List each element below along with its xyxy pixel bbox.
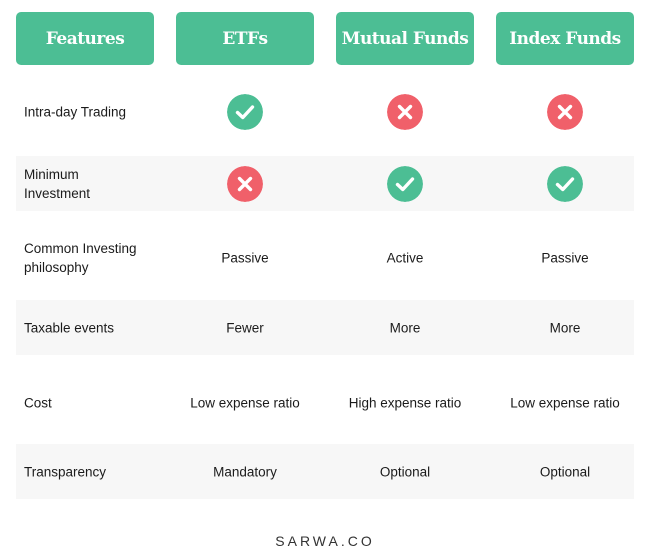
header-index-funds: Index Funds [496, 12, 634, 65]
cell-value: Active [386, 250, 424, 266]
cell-value: Fewer [226, 320, 264, 335]
cross-icon [227, 165, 263, 202]
table-cell: Fewer [176, 320, 314, 335]
header-features: Features [16, 12, 154, 65]
table-cell [176, 165, 314, 202]
row-label: Cost [24, 395, 52, 411]
cross-icon [547, 94, 583, 130]
table-cell [336, 94, 474, 130]
header-mutual-funds: Mutual Funds [336, 12, 474, 65]
table-row: Transparency Mandatory Optional Optional [16, 444, 634, 499]
cross-icon [387, 94, 423, 130]
cell-value: Optional [539, 464, 591, 479]
table-cell: Optional [336, 464, 474, 479]
table-cell [336, 165, 474, 202]
cell-value: Low expense ratio [510, 395, 620, 411]
table-cell: High expense ratio [336, 396, 474, 411]
check-icon [387, 165, 423, 202]
table-cell: Active [336, 251, 474, 266]
table-cell [496, 94, 634, 130]
footer-brand: SARWA.CO [275, 533, 375, 549]
cell-value: Mandatory [213, 464, 277, 479]
table-cell [176, 94, 314, 130]
table-cell: Mandatory [176, 464, 314, 479]
table-row: Minimum Investment [16, 156, 634, 211]
table-row: Taxable events Fewer More More [16, 300, 634, 355]
check-icon [227, 94, 263, 130]
cell-value: Low expense ratio [190, 395, 300, 411]
table-cell: Passive [176, 251, 314, 266]
cell-value: Optional [379, 464, 431, 479]
row-label: Common Investing philosophy [24, 241, 137, 275]
header-etfs: ETFs [176, 12, 314, 65]
cell-value: Passive [541, 250, 589, 266]
cell-value: More [389, 320, 421, 335]
row-label: Minimum Investment [24, 166, 91, 201]
cell-value: Passive [221, 250, 269, 266]
table-cell: Low expense ratio [176, 396, 314, 411]
table-cell: More [336, 320, 474, 335]
table-row: Cost Low expense ratio High expense ratio L… [16, 375, 634, 431]
row-label: Intra-day Trading [24, 104, 127, 120]
row-label: Transparency [24, 464, 107, 479]
table-cell: Passive [496, 251, 634, 266]
cell-value: More [549, 320, 581, 335]
table-cell: Low expense ratio [496, 396, 634, 411]
table-cell: Optional [496, 464, 634, 479]
check-icon [547, 165, 583, 202]
cell-value: High expense ratio [348, 395, 462, 411]
table-cell: More [496, 320, 634, 335]
table-row: Common Investing philosophy Passive Active… [16, 230, 634, 286]
table-row: Intra-day Trading [16, 84, 634, 140]
row-label: Taxable events [24, 320, 115, 335]
table-cell [496, 165, 634, 202]
